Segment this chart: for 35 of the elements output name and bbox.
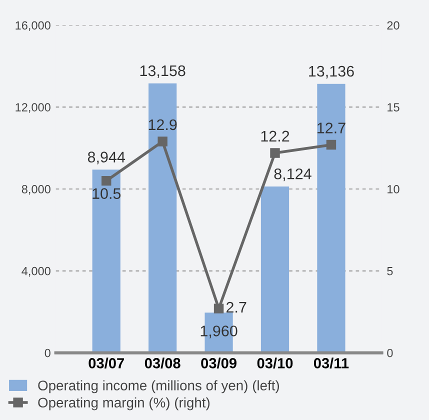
data-label: 13,158 — [140, 65, 186, 78]
y-tick-label: 4,000 — [22, 266, 50, 277]
y-tick-label: 16,000 — [16, 21, 50, 31]
x-tick-label: 03/08 — [144, 358, 180, 369]
data-label: 13,136 — [309, 66, 354, 78]
data-label: 12.9 — [148, 119, 177, 130]
legend-label: Operating income (millions of yen) (left) — [38, 380, 280, 394]
y2-tick-label: 20 — [387, 21, 400, 30]
x-tick-label: 03/09 — [201, 358, 236, 369]
bar — [317, 84, 346, 353]
bar — [260, 186, 290, 353]
y-tick-label: 8,000 — [22, 185, 50, 195]
y2-tick-label: 0 — [387, 348, 393, 358]
x-tick-label: 03/07 — [88, 358, 124, 369]
y2-tick-label: 10 — [388, 185, 400, 194]
bar — [92, 170, 120, 353]
x-tick-label: 03/10 — [257, 358, 293, 369]
data-label: 12.7 — [318, 122, 346, 134]
point — [270, 148, 280, 158]
data-label: 12.2 — [261, 130, 290, 142]
y-tick-label: 0 — [44, 348, 50, 358]
y2-tick-label: 5 — [387, 267, 393, 276]
data-label: 2.7 — [226, 302, 246, 313]
data-label: 10.5 — [92, 188, 121, 199]
legend-label: Operating margin (%) (right) — [38, 397, 210, 410]
point — [214, 304, 224, 314]
data-label: 8,944 — [88, 152, 126, 164]
point — [102, 176, 112, 186]
data-label: 8,124 — [274, 168, 312, 182]
point — [158, 136, 168, 146]
y2-tick-label: 15 — [388, 103, 400, 112]
point — [326, 140, 336, 150]
bar — [148, 83, 177, 353]
x-tick-label: 03/11 — [314, 358, 349, 369]
y-tick-label: 12,000 — [16, 103, 50, 113]
